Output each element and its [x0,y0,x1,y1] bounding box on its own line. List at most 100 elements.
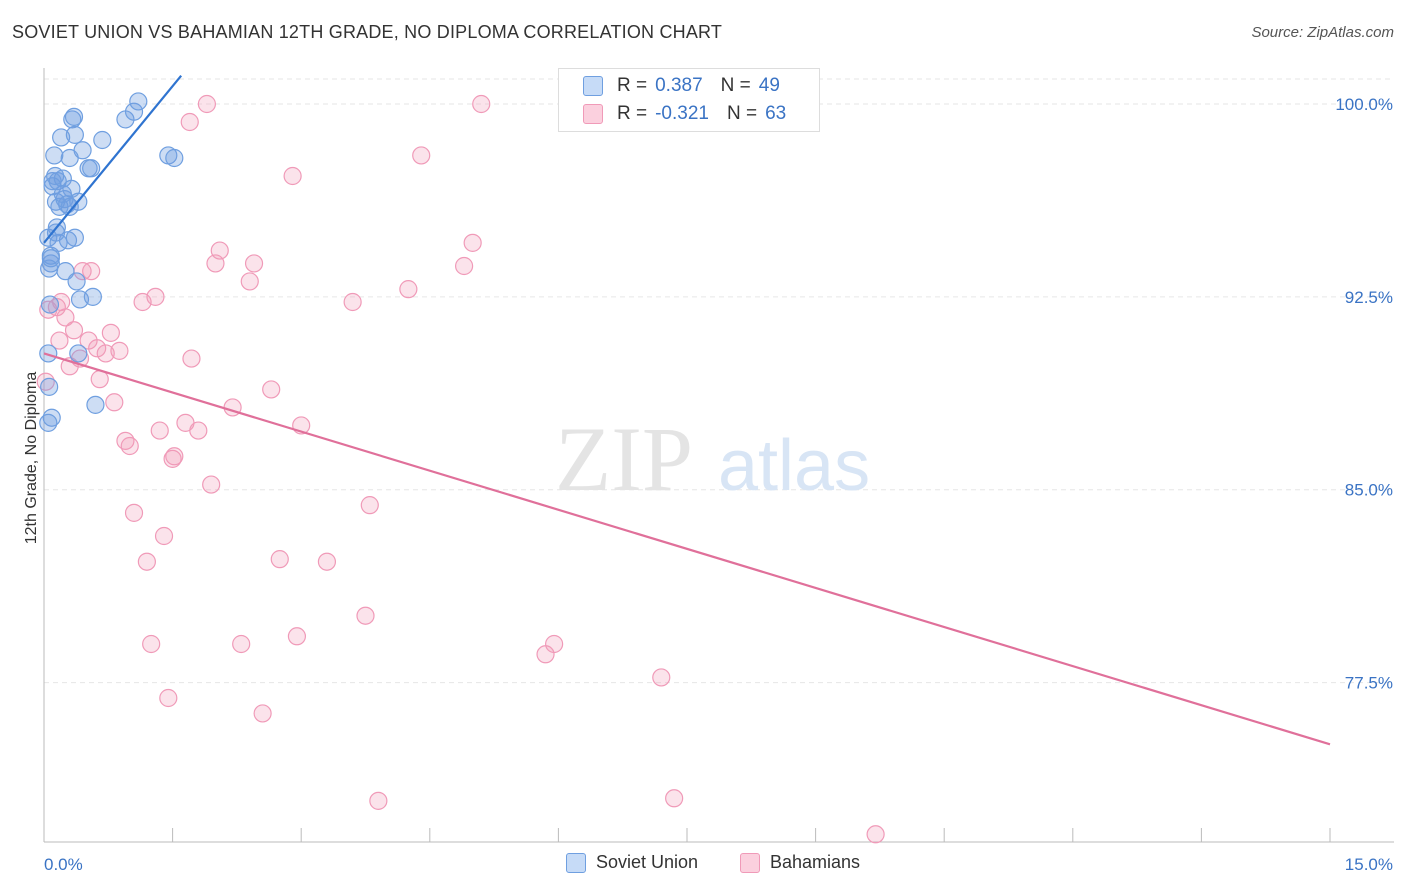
legend-r-value: 0.387 [655,75,703,96]
soviet-union-point [69,344,88,363]
soviet-union-point [45,146,64,165]
bahamians-point [317,552,337,571]
soviet-union-point [82,159,101,178]
soviet-union-point [41,249,60,268]
bahamians-point [287,627,307,646]
bahamians-point [270,550,289,569]
bahamians-point [142,634,161,654]
soviet-union-point [129,92,148,111]
legend-row-bahamians: R = -0.321 N = 63 [583,101,786,127]
soviet-union-point [42,408,61,427]
soviet-union-point [93,130,112,150]
soviet-union-point [64,107,84,126]
bahamians-point [360,496,379,515]
legend-r-value: -0.321 [655,103,709,124]
series-legend: Soviet Union Bahamians [0,852,1406,878]
soviet-union-point [46,223,66,242]
legend-r-label: R = [617,75,648,96]
legend-n-label: N = [726,103,758,124]
legend-item-bahamians[interactable]: Bahamians [740,852,860,873]
soviet-union-point [73,141,92,160]
bahamians-point [232,634,251,654]
bahamians-point [96,344,115,363]
bahamians-point [253,704,272,723]
bahamians-point [154,526,174,546]
soviet-union-point [60,197,79,216]
soviet-union-point [39,413,58,432]
source-credit: Source: ZipAtlas.com [1251,24,1394,41]
axes [43,68,1394,843]
bahamians-trend-line [43,352,1331,746]
bahamians-point [283,166,302,186]
bahamians-point [101,323,120,342]
y-tick-label: 100.0% [1335,95,1393,114]
bahamians-point [412,146,431,165]
legend-row-soviet-union: R = 0.387 N = 49 [583,73,780,99]
soviet-union-point [52,128,71,147]
bahamians-point [182,349,201,368]
bahamians-point [64,321,84,340]
bahamians-point [150,421,169,440]
bahamians-point [88,339,107,358]
watermark: ZIP atlas [555,408,870,510]
y-tick-label: 92.5% [1345,288,1393,307]
bahamians-point [399,280,418,299]
bahamians-point [180,112,199,132]
bahamians-point [189,421,208,440]
soviet-union-point [40,377,59,396]
soviet-union-point [67,272,86,291]
bahamians-point [369,791,388,810]
bahamians-point [262,380,281,399]
soviet-union-swatch [566,852,586,873]
bahamians-point [137,552,156,571]
y-tick-label: 77.5% [1345,674,1393,693]
legend-n-label: N = [720,75,751,96]
legend-item-label: Soviet Union [596,852,699,872]
soviet-union-point [65,125,84,144]
bahamians-point [545,634,564,654]
bahamians-point [146,287,165,306]
soviet-union-point [165,148,184,168]
soviet-union-point [65,228,84,247]
watermark-zip: ZIP [555,408,693,510]
bahamians-point [454,256,474,276]
correlation-legend: R = 0.387 N = 49 R = -0.321 N = 63 [558,68,820,132]
soviet-union-point [83,287,102,306]
bahamians-point [866,825,885,844]
bahamians-point [665,789,684,808]
bahamians-point [240,272,259,291]
bahamians-point [50,331,69,350]
soviet-union-swatch [583,76,603,96]
bahamians-point [110,341,129,360]
soviet-union-point [46,166,65,186]
gridlines [44,78,1394,684]
soviet-union-trend-line [43,75,183,244]
legend-n-value: 49 [758,75,780,96]
tick-labels: 77.5% 85.0% 92.5% 100.0% 0.0% 15.0% [44,95,1393,874]
y-tick-label: 85.0% [1345,481,1393,500]
chart-title: SOVIET UNION VS BAHAMIAN 12TH GRADE, NO … [12,22,723,42]
legend-item-soviet-union[interactable]: Soviet Union [566,852,698,873]
soviet-union-point [40,295,60,314]
soviet-union-point [86,395,105,414]
legend-item-label: Bahamians [770,852,861,872]
bahamians-point [244,254,264,273]
bahamians-point [463,233,482,252]
legend-r-label: R = [617,103,648,124]
bahamians-point [202,475,221,494]
bahamians-point [82,262,101,281]
legend-n-value: 63 [765,103,787,124]
y-axis-label: 12th Grade, No Diploma [23,371,40,545]
bahamians-point [124,503,144,522]
bahamians-point [210,241,229,260]
bahamians-point [56,308,75,327]
x-tick-label: 0.0% [44,855,83,874]
x-tick-label: 15.0% [1345,855,1393,874]
bahamians-points [36,94,885,844]
bahamians-point [356,606,375,625]
soviet-union-point [124,102,144,121]
soviet-union-points [39,92,184,432]
watermark-atlas: atlas [718,426,870,506]
bahamians-point [472,94,491,114]
